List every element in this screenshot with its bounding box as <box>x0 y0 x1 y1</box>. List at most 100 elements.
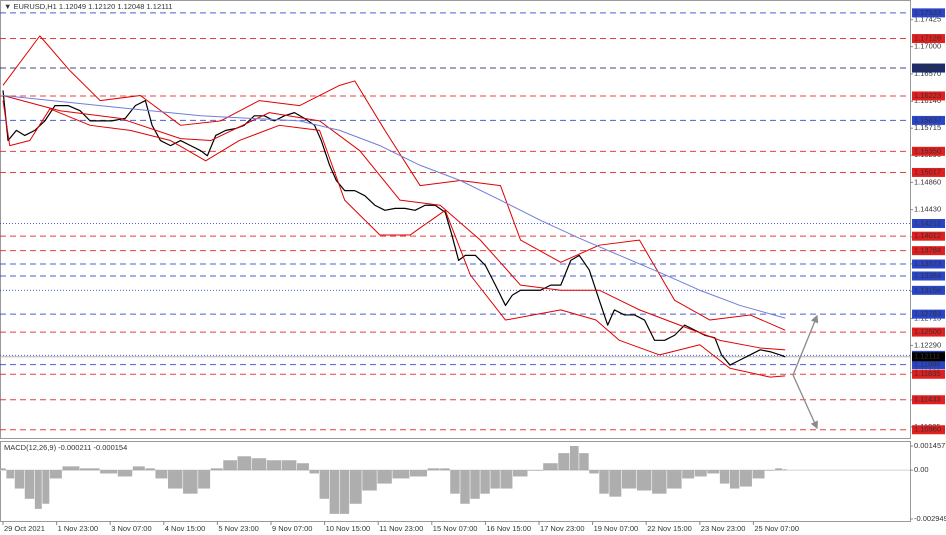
macd-bar <box>223 460 237 471</box>
y-tick-label: 1.12290 <box>914 340 941 349</box>
level-label: 1.12500 <box>914 327 941 336</box>
macd-bar <box>237 456 252 471</box>
series-line <box>2 95 786 319</box>
level-box <box>912 8 945 18</box>
level-box <box>912 91 945 101</box>
y-tick-label: 1.16570 <box>914 69 941 78</box>
y-tick-label: 1.15715 <box>914 123 941 132</box>
macd-bar <box>34 470 42 509</box>
macd-bar <box>167 470 183 489</box>
level-label: 1.16663 <box>914 63 941 72</box>
last-price-label: 1.12111 <box>914 352 940 361</box>
macd-bar <box>490 470 500 489</box>
x-tick-label: 19 Nov 07:00 <box>594 524 639 533</box>
macd-bar <box>183 470 198 494</box>
x-tick-label: 17 Nov 23:00 <box>540 524 585 533</box>
macd-bar <box>49 470 62 479</box>
macd-bar <box>500 470 513 489</box>
level-label: 1.14212 <box>914 218 941 227</box>
level-label: 1.11986 <box>914 360 941 369</box>
macd-bar <box>410 470 428 477</box>
macd-bar <box>80 468 100 471</box>
x-tick-label: 11 Nov 23:00 <box>379 524 423 533</box>
macd-bar <box>450 470 460 494</box>
level-box <box>912 327 945 337</box>
macd-bar <box>100 470 118 474</box>
macd-bar <box>621 470 637 489</box>
x-tick-label: 1 Nov 23:00 <box>58 524 98 533</box>
x-tick-label: 16 Nov 15:00 <box>486 524 531 533</box>
level-box <box>912 146 945 156</box>
macd-bar <box>251 458 267 471</box>
macd-bar <box>349 470 362 504</box>
level-label: 1.17128 <box>914 34 941 43</box>
series-line <box>2 95 786 351</box>
level-label: 1.15350 <box>914 146 941 155</box>
x-tick-label: 4 Nov 15:00 <box>165 524 205 533</box>
macd-bar <box>62 466 80 471</box>
macd-bar <box>427 468 440 471</box>
level-label: 1.14012 <box>914 231 941 240</box>
macd-bar <box>739 470 752 487</box>
macd-bar <box>589 470 599 474</box>
y-tick-label: 1.17000 <box>914 42 941 51</box>
level-label: 1.11835 <box>914 369 941 378</box>
y-tick-label: 0.001457 <box>914 441 945 450</box>
level-box <box>912 271 945 281</box>
x-tick-label: 10 Nov 15:00 <box>326 524 371 533</box>
macd-bar <box>729 470 740 489</box>
plot <box>0 35 910 514</box>
macd-bar <box>266 460 282 471</box>
x-tick-label: 25 Nov 07:00 <box>754 524 799 533</box>
macd-bar <box>558 453 570 471</box>
y-tick-label: 0.00 <box>914 465 929 474</box>
macd-bar <box>392 470 410 479</box>
level-label: 1.13784 <box>914 246 941 255</box>
level-box <box>912 309 945 319</box>
level-box <box>912 425 945 435</box>
series-line <box>2 90 786 366</box>
macd-bar <box>719 470 730 484</box>
macd-bar <box>480 470 490 494</box>
level-box <box>912 369 945 379</box>
macd-bar <box>281 460 297 471</box>
macd-bar <box>752 470 765 479</box>
macd-bar <box>440 468 450 471</box>
macd-bar <box>210 468 223 471</box>
level-label: 1.13573 <box>914 259 941 268</box>
macd-bar <box>543 463 558 471</box>
macd-bar <box>579 453 589 471</box>
level-label: 1.13158 <box>914 285 941 294</box>
macd-bar <box>145 468 155 471</box>
level-box <box>912 246 945 256</box>
series-line <box>2 35 786 331</box>
y-tick-label: 1.14430 <box>914 205 941 214</box>
macd-bar <box>132 466 145 471</box>
macd-title: MACD(12,26,9) -0.000211 -0.000154 <box>4 443 127 452</box>
level-label: 1.11433 <box>914 395 941 404</box>
macd-bar <box>513 470 528 477</box>
macd-bar <box>682 470 695 479</box>
macd-bar <box>775 468 783 471</box>
macd-bar <box>319 470 330 499</box>
level-label: 1.15017 <box>914 167 941 176</box>
projection-arrow <box>792 374 818 430</box>
macd-bar <box>470 470 480 499</box>
macd-bar <box>155 470 168 479</box>
macd-bar <box>569 446 579 471</box>
axes: 1.174251.170001.165701.161401.157151.152… <box>2 8 946 533</box>
last-price-box <box>912 352 945 362</box>
level-box <box>912 218 945 228</box>
chart-title: ▼ EURUSD,H1 1.12049 1.12120 1.12048 1.12… <box>4 2 173 11</box>
macd-bar <box>362 470 377 491</box>
macd-bar <box>198 470 211 489</box>
macd-bar <box>667 470 682 489</box>
y-tick-label: -0.002949 <box>914 514 946 523</box>
series-line <box>2 100 786 378</box>
level-box <box>912 231 945 241</box>
macd-bar <box>782 469 787 471</box>
level-label: 1.12783 <box>914 309 941 318</box>
level-box <box>912 63 945 73</box>
level-box <box>912 285 945 295</box>
